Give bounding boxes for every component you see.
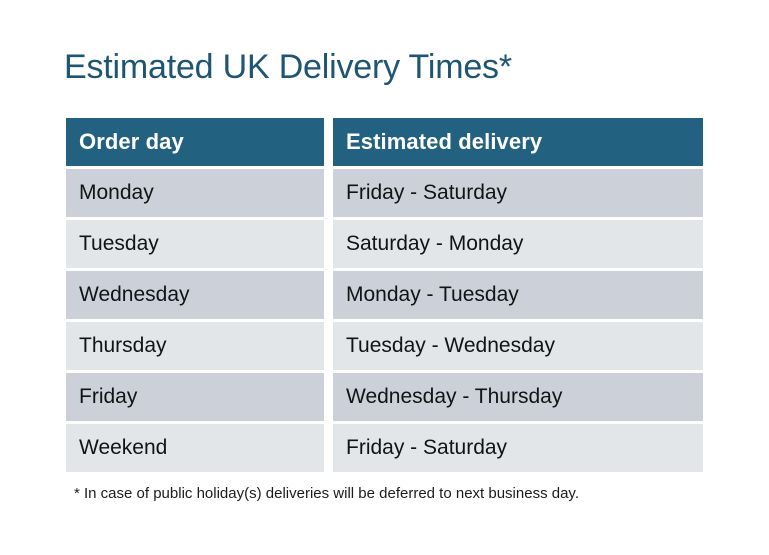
column-header-order-day: Order day [66,118,324,166]
column-divider [324,373,333,421]
column-divider [324,118,333,166]
column-divider [324,424,333,472]
column-divider [324,322,333,370]
table-row: Weekend Friday - Saturday [66,424,703,472]
column-divider [324,169,333,217]
cell-estimated-delivery: Wednesday - Thursday [333,373,703,421]
cell-estimated-delivery: Tuesday - Wednesday [333,322,703,370]
column-divider [324,220,333,268]
cell-order-day: Monday [66,169,324,217]
cell-estimated-delivery: Saturday - Monday [333,220,703,268]
cell-order-day: Thursday [66,322,324,370]
delivery-times-table: Order day Estimated delivery Monday Frid… [66,118,703,472]
cell-order-day: Weekend [66,424,324,472]
cell-estimated-delivery: Monday - Tuesday [333,271,703,319]
cell-estimated-delivery: Friday - Saturday [333,424,703,472]
table-row: Tuesday Saturday - Monday [66,220,703,268]
column-header-estimated-delivery: Estimated delivery [333,118,703,166]
page-title: Estimated UK Delivery Times* [64,48,512,86]
table-row: Wednesday Monday - Tuesday [66,271,703,319]
table-row: Friday Wednesday - Thursday [66,373,703,421]
cell-order-day: Tuesday [66,220,324,268]
cell-estimated-delivery: Friday - Saturday [333,169,703,217]
table-header-row: Order day Estimated delivery [66,118,703,166]
cell-order-day: Wednesday [66,271,324,319]
table-row: Thursday Tuesday - Wednesday [66,322,703,370]
table-row: Monday Friday - Saturday [66,169,703,217]
column-divider [324,271,333,319]
footnote-text: * In case of public holiday(s) deliverie… [74,485,579,502]
cell-order-day: Friday [66,373,324,421]
